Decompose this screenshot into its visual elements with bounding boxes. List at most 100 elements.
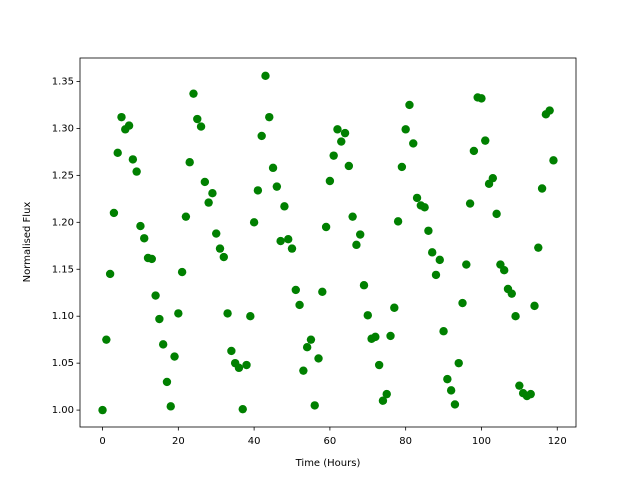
point (356, 230, 365, 239)
point (526, 389, 535, 399)
point (196, 122, 206, 131)
point (265, 112, 274, 122)
point (257, 131, 266, 141)
point (499, 265, 509, 275)
point (428, 248, 437, 257)
point (302, 342, 312, 352)
point (321, 222, 331, 232)
point (189, 89, 198, 98)
point (151, 291, 160, 300)
y-tick-label: 1.00 (52, 405, 74, 416)
point (337, 137, 346, 146)
point (249, 218, 259, 227)
point (102, 335, 111, 344)
point (204, 198, 213, 207)
point (253, 186, 263, 195)
point (397, 162, 407, 172)
point (140, 234, 149, 243)
point (200, 177, 210, 187)
point (424, 226, 433, 235)
y-tick-label: 1.10 (52, 311, 74, 322)
point (511, 312, 520, 321)
point (291, 285, 300, 295)
point (219, 252, 228, 262)
point (329, 151, 338, 160)
point (359, 281, 369, 290)
point (488, 173, 498, 183)
x-tick-label: 80 (399, 436, 412, 447)
point (534, 243, 543, 252)
x-tick-label: 0 (99, 436, 105, 447)
point (530, 301, 539, 311)
point (310, 401, 319, 410)
point (401, 125, 410, 134)
point (454, 358, 463, 368)
point (325, 176, 335, 186)
y-tick-label: 1.35 (52, 76, 74, 87)
point (446, 386, 456, 395)
point (348, 212, 357, 221)
point (545, 106, 554, 115)
point (458, 298, 467, 308)
point (412, 193, 422, 203)
point (147, 254, 157, 264)
point (208, 189, 217, 198)
point (314, 354, 323, 363)
y-tick-label: 1.25 (52, 170, 74, 181)
x-axis-label: Time (Hours) (295, 458, 361, 469)
point (155, 314, 164, 324)
point (420, 203, 429, 212)
point (299, 366, 308, 375)
point (238, 404, 247, 414)
point (132, 167, 141, 176)
y-axis-label: Normalised Flux (22, 202, 33, 283)
point (450, 400, 460, 409)
point (386, 331, 395, 341)
point (109, 208, 119, 218)
x-tick-label: 100 (472, 436, 491, 447)
point (215, 244, 225, 253)
point (481, 136, 490, 145)
point (537, 184, 547, 193)
point (393, 217, 403, 226)
point (306, 335, 316, 344)
point (276, 236, 285, 246)
point (333, 125, 342, 134)
y-tick-label: 1.30 (52, 123, 74, 134)
point (181, 212, 191, 221)
point (340, 128, 350, 138)
point (177, 267, 187, 277)
point (128, 155, 138, 164)
point (409, 139, 418, 148)
x-tick-label: 60 (324, 436, 337, 447)
point (124, 121, 134, 130)
x-tick-label: 20 (172, 436, 185, 447)
point (280, 202, 289, 211)
point (284, 235, 293, 244)
point (352, 240, 361, 250)
point (363, 311, 372, 320)
point (223, 309, 232, 318)
point (272, 182, 282, 191)
point (117, 112, 126, 122)
point (378, 396, 388, 405)
x-tick-label: 40 (248, 436, 261, 447)
y-tick-label: 1.05 (52, 358, 74, 369)
point (212, 229, 221, 238)
point (246, 312, 255, 321)
point (136, 221, 145, 231)
point (469, 146, 479, 156)
point (549, 156, 558, 165)
y-tick-label: 1.15 (52, 264, 74, 275)
point (492, 209, 501, 219)
point (431, 270, 441, 280)
point (462, 260, 471, 269)
point (158, 340, 168, 349)
x-tick-label: 120 (548, 436, 567, 447)
point (98, 405, 107, 415)
axes-frame (79, 57, 577, 428)
point (439, 327, 448, 336)
point (344, 161, 354, 171)
point (242, 360, 251, 370)
